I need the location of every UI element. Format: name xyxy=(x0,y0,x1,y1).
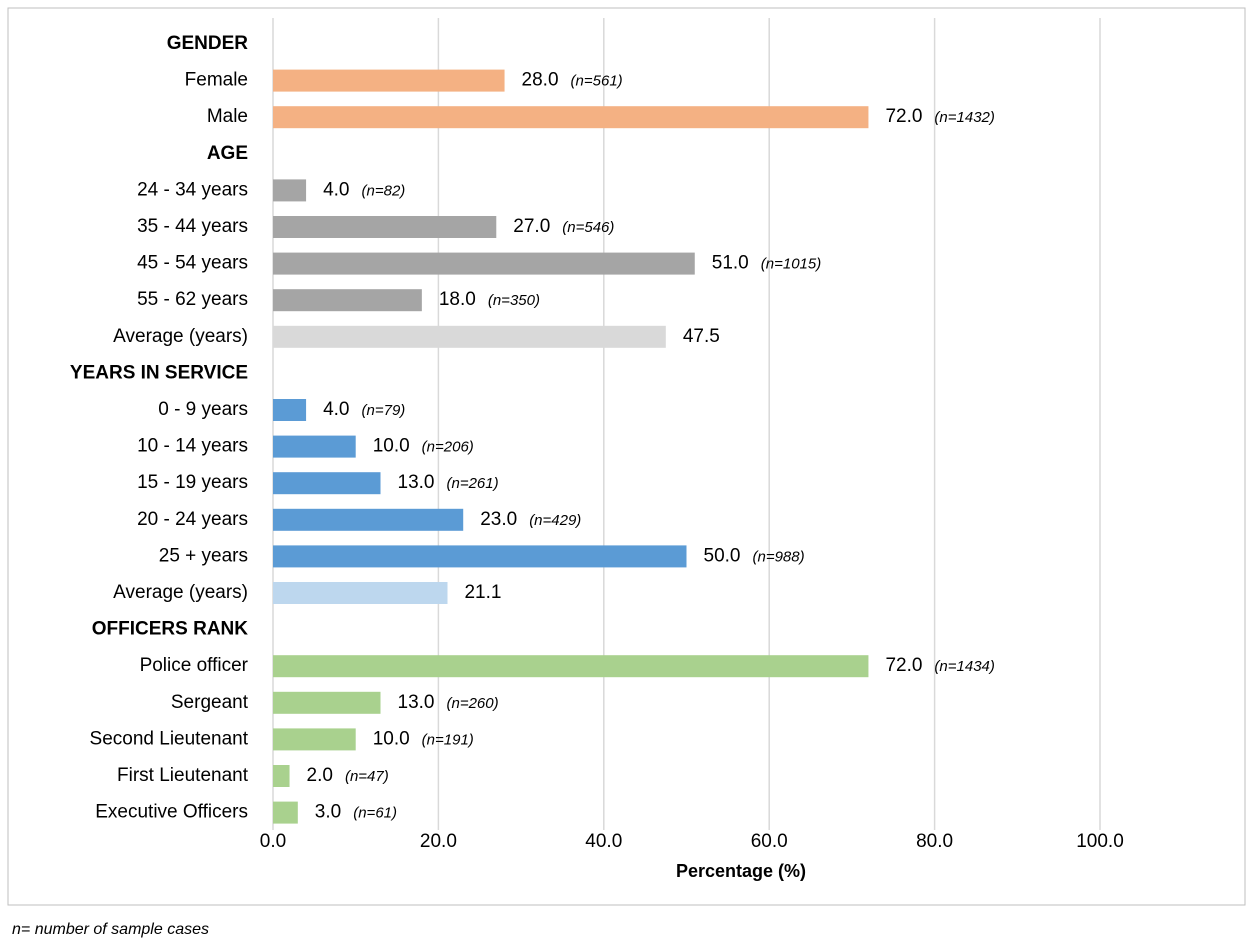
value-label: 51.0 xyxy=(712,253,749,274)
value-label: 4.0 xyxy=(323,399,349,420)
n-label: (n=47) xyxy=(345,768,389,785)
category-label: First Lieutenant xyxy=(117,765,249,786)
category-label: Police officer xyxy=(140,655,249,676)
bar xyxy=(273,216,497,238)
bar xyxy=(273,252,695,275)
x-tick-label: 20.0 xyxy=(420,831,457,852)
n-label: (n=1432) xyxy=(934,109,994,126)
value-label: 10.0 xyxy=(373,728,410,749)
category-label: 24 - 34 years xyxy=(137,179,248,200)
n-label: (n=1015) xyxy=(761,256,821,273)
value-label: 47.5 xyxy=(683,326,720,347)
bar xyxy=(273,801,298,824)
n-label: (n=561) xyxy=(571,73,623,90)
category-label: Executive Officers xyxy=(95,802,248,823)
bar xyxy=(273,435,356,458)
n-label: (n=191) xyxy=(422,731,474,748)
x-tick-label: 40.0 xyxy=(585,831,622,852)
bar xyxy=(273,765,290,787)
bar xyxy=(273,691,381,714)
value-label: 3.0 xyxy=(315,802,341,823)
n-label: (n=1434) xyxy=(934,658,994,675)
group-header: GENDER xyxy=(167,33,249,54)
n-label: (n=261) xyxy=(446,475,498,492)
value-label: 13.0 xyxy=(398,692,435,713)
n-label: (n=82) xyxy=(362,182,406,199)
bar xyxy=(273,508,464,531)
bar xyxy=(273,655,869,678)
value-label: 50.0 xyxy=(704,545,741,566)
bar xyxy=(273,179,307,202)
category-label: 0 - 9 years xyxy=(158,399,248,420)
bar xyxy=(273,289,422,312)
x-axis-title: Percentage (%) xyxy=(676,861,806,881)
n-label: (n=206) xyxy=(422,439,474,456)
bar xyxy=(273,106,869,129)
x-tick-label: 80.0 xyxy=(916,831,953,852)
value-label: 13.0 xyxy=(398,472,435,493)
category-label: Male xyxy=(207,106,248,127)
category-label: 45 - 54 years xyxy=(137,253,248,274)
value-label: 21.1 xyxy=(464,582,501,603)
value-label: 72.0 xyxy=(885,655,922,676)
category-label: 55 - 62 years xyxy=(137,289,248,310)
n-label: (n=429) xyxy=(529,512,581,529)
x-tick-label: 100.0 xyxy=(1076,831,1124,852)
bar xyxy=(273,545,687,568)
category-label: 25 + years xyxy=(159,545,248,566)
bar xyxy=(273,582,448,604)
chart-frame xyxy=(7,7,1246,906)
category-label: 20 - 24 years xyxy=(137,509,248,530)
category-label: 35 - 44 years xyxy=(137,216,248,237)
value-label: 4.0 xyxy=(323,179,349,200)
bar xyxy=(273,325,666,348)
value-label: 28.0 xyxy=(522,70,559,91)
category-label: Average (years) xyxy=(113,582,248,603)
value-label: 10.0 xyxy=(373,436,410,457)
n-label: (n=350) xyxy=(488,292,540,309)
category-label: Average (years) xyxy=(113,326,248,347)
bar xyxy=(273,69,505,92)
category-label: Female xyxy=(185,70,248,91)
value-label: 23.0 xyxy=(480,509,517,530)
bar xyxy=(273,728,356,751)
group-header: YEARS IN SERVICE xyxy=(70,362,248,383)
category-label: 15 - 19 years xyxy=(137,472,248,493)
value-label: 18.0 xyxy=(439,289,476,310)
value-label: 27.0 xyxy=(513,216,550,237)
x-tick-label: 0.0 xyxy=(260,831,286,852)
n-label: (n=61) xyxy=(353,805,397,822)
n-label: (n=546) xyxy=(562,219,614,236)
category-label: Sergeant xyxy=(171,692,249,713)
value-label: 2.0 xyxy=(307,765,333,786)
footnote: n= number of sample cases xyxy=(12,921,209,938)
bar xyxy=(273,399,307,421)
n-label: (n=260) xyxy=(446,695,498,712)
value-label: 72.0 xyxy=(885,106,922,127)
category-label: 10 - 14 years xyxy=(137,436,248,457)
category-label: Second Lieutenant xyxy=(90,728,249,749)
x-tick-label: 60.0 xyxy=(751,831,788,852)
group-header: AGE xyxy=(207,143,248,164)
group-header: OFFICERS RANK xyxy=(92,619,249,640)
n-label: (n=988) xyxy=(752,548,804,565)
bar xyxy=(273,472,381,495)
n-label: (n=79) xyxy=(362,402,406,419)
